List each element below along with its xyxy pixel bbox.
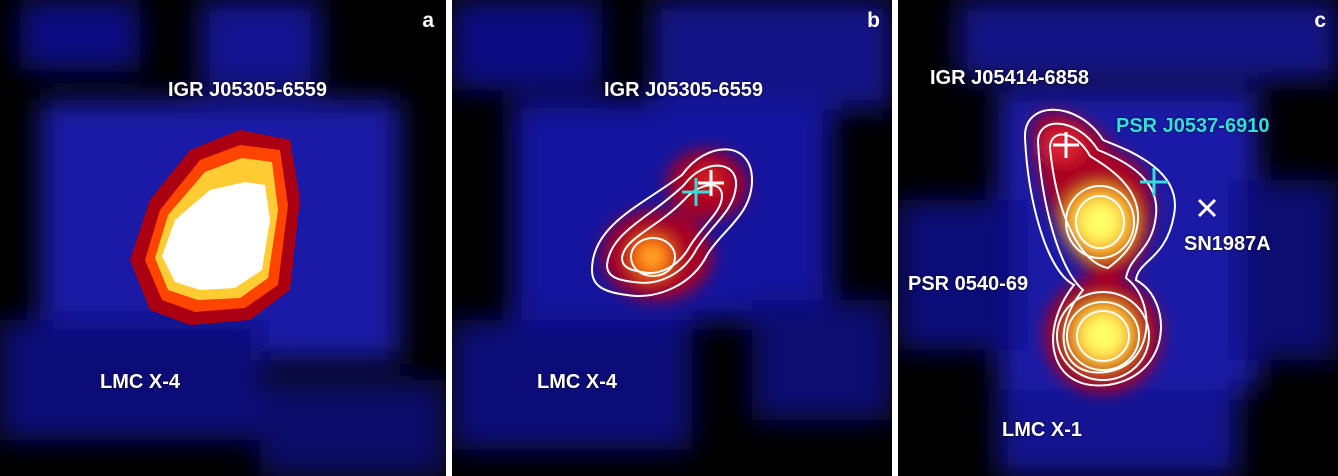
panel-c: c IGR J05414-6858 PSR J0537-6910 SN1987A… [898, 0, 1338, 476]
source-label-top: IGR J05414-6858 [930, 67, 1090, 89]
source-label-top: IGR J05305-6559 [604, 79, 764, 101]
panel-c-image [898, 0, 1338, 476]
pulsar-label-white: PSR 0540-69 [908, 273, 1029, 295]
source-label-bottom: LMC X-4 [537, 371, 617, 393]
panel-a-image [0, 0, 446, 476]
pulsar-label-cyan: PSR J0537-6910 [1116, 115, 1270, 137]
panel-letter: a [422, 9, 434, 32]
panel-a: a IGR J05305-6559 LMC X-4 [0, 0, 446, 476]
panel-letter: b [867, 9, 880, 32]
supernova-label: SN1987A [1184, 233, 1271, 255]
panel-letter: c [1314, 9, 1326, 32]
panel-b-image [452, 0, 892, 476]
source-label-bottom: LMC X-1 [1002, 419, 1082, 441]
panel-b: b IGR J05305-6559 LMC X-4 [452, 0, 892, 476]
source-label-top: IGR J05305-6559 [168, 79, 328, 101]
source-label-bottom: LMC X-4 [100, 371, 180, 393]
